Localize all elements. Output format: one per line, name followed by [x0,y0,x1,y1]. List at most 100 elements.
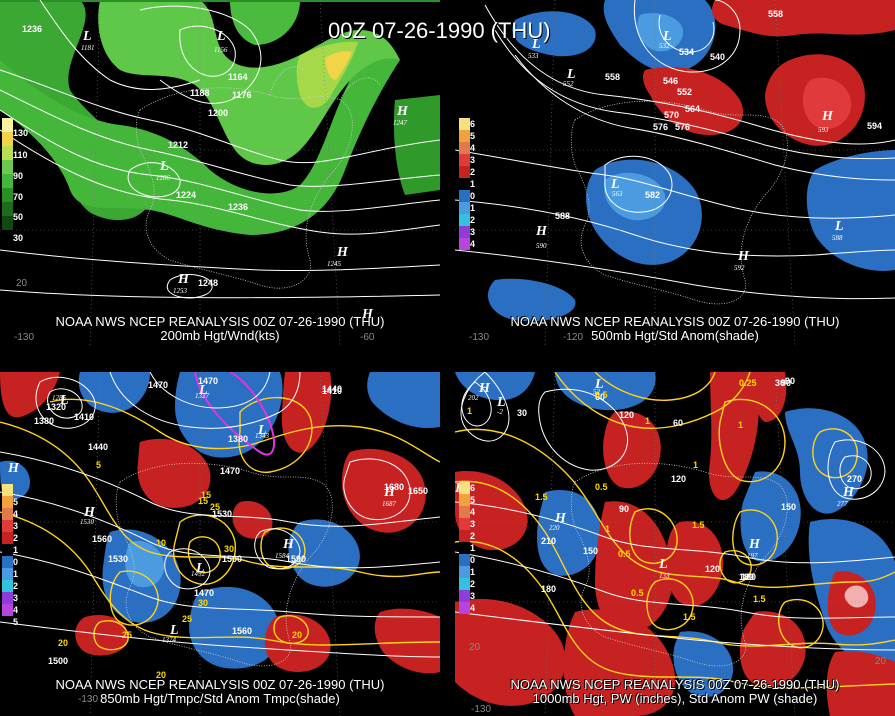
svg-text:52: 52 [593,388,601,396]
svg-text:1560: 1560 [232,626,252,636]
svg-text:30: 30 [775,378,785,388]
svg-text:L: L [594,377,604,392]
svg-text:1380: 1380 [34,416,54,426]
svg-text:133: 133 [659,572,670,580]
contour-label: 1200 [208,108,228,118]
svg-text:-130: -130 [14,332,34,343]
map-1000mb: 30 60 90 120 150 180 210 30 60 120 180 9… [455,372,895,716]
svg-text:1500: 1500 [48,656,68,666]
svg-text:L: L [216,29,226,44]
svg-text:1: 1 [738,420,743,430]
svg-text:H: H [282,537,295,552]
lat-lon-grid [0,372,440,716]
svg-text:220: 220 [549,524,560,532]
svg-text:1380: 1380 [228,434,248,444]
svg-text:1590: 1590 [286,554,306,564]
svg-text:20: 20 [469,642,481,653]
svg-text:90: 90 [619,504,629,514]
legend-anomaly [459,118,470,250]
svg-text:277: 277 [837,500,848,508]
svg-text:H: H [535,224,548,239]
svg-text:H: H [748,537,761,552]
height-contours [0,372,440,658]
svg-text:558: 558 [768,9,783,19]
contour-label: 1224 [176,190,196,200]
legend-label: 30 [13,233,24,243]
svg-text:1687: 1687 [382,500,397,508]
svg-text:60: 60 [673,418,683,428]
svg-text:1247: 1247 [393,119,408,127]
svg-text:H: H [396,104,409,119]
svg-text:20: 20 [292,630,302,640]
svg-text:546: 546 [663,76,678,86]
svg-text:1584: 1584 [275,552,290,560]
contour-label: 1236 [22,24,42,34]
svg-text:L: L [82,29,92,44]
svg-text:576: 576 [675,122,690,132]
svg-text:0.25: 0.25 [739,378,757,388]
contour-label: 1188 [190,88,210,98]
svg-text:L: L [195,561,205,576]
contour-labels: 558 534 540 546 552 564 570 576 582 588 … [555,9,882,221]
contour-label: 1248 [198,278,218,288]
svg-text:-60: -60 [360,332,375,343]
svg-text:H: H [842,485,855,500]
height-contours [0,0,440,299]
anomaly-shading [455,372,895,716]
panel-1000mb: 30 60 90 120 150 180 210 30 60 120 180 9… [455,372,895,716]
svg-text:570: 570 [664,110,679,120]
height-contours [455,0,895,300]
map-200mb: 1236 1164 1188 1176 1200 1212 1224 1236 … [0,0,440,345]
panel-caption-1000mb: NOAA NWS NCEP REANALYSIS 00Z 07-26-1990 … [510,677,840,706]
svg-text:180: 180 [739,572,754,582]
svg-text:1530: 1530 [80,518,95,526]
svg-text:552: 552 [563,80,574,88]
svg-text:L: L [610,177,620,192]
svg-text:588: 588 [832,234,843,242]
svg-text:594: 594 [867,121,882,131]
legend-temp-anomaly [2,484,13,616]
map-850mb: 1320 1380 1410 1440 1470 1470 1380 1410 … [0,372,440,716]
svg-text:558: 558 [605,72,620,82]
svg-text:552: 552 [677,87,692,97]
svg-text:1492: 1492 [191,570,206,578]
svg-text:1.5: 1.5 [692,520,705,530]
svg-text:90: 90 [781,378,791,388]
contour-label: 1236 [228,202,248,212]
panel-caption-200mb: NOAA NWS NCEP REANALYSIS 00Z 07-26-1990 … [55,314,385,343]
wind-speed-shading [0,0,440,235]
svg-text:0.5: 0.5 [595,390,608,400]
pw-labels: 1 0.5 1 1.5 0.5 1 1.5 0.5 1 1 1.5 0.5 0.… [467,378,766,622]
svg-text:1470: 1470 [198,376,218,386]
svg-text:30: 30 [198,598,208,608]
panel-200mb: 1236 1164 1188 1176 1200 1212 1224 1236 … [0,0,440,345]
map-500mb: 558 534 540 546 552 564 570 576 582 588 … [455,0,895,345]
svg-text:-130: -130 [471,704,491,715]
svg-text:576: 576 [653,122,668,132]
svg-text:210: 210 [541,536,556,546]
svg-text:L: L [198,383,208,398]
svg-text:1: 1 [693,460,698,470]
svg-text:0.5: 0.5 [631,588,644,598]
svg-text:30: 30 [517,408,527,418]
legend-wind [2,118,13,244]
svg-text:25: 25 [210,502,220,512]
svg-text:180: 180 [541,584,556,594]
svg-text:1470: 1470 [220,466,240,476]
svg-text:H: H [554,511,567,526]
lat-lon-grid [455,372,895,716]
svg-text:H: H [361,307,374,322]
svg-text:L: L [496,395,506,410]
svg-text:1320: 1320 [46,402,66,412]
svg-text:1410: 1410 [322,386,342,396]
contour-label: 1176 [232,90,252,100]
svg-text:150: 150 [583,546,598,556]
svg-text:592: 592 [734,264,745,272]
contour-labels: 1320 1380 1410 1440 1470 1470 1380 1410 … [34,376,428,666]
legend-label: 90 [13,171,24,181]
svg-text:564: 564 [685,104,700,114]
svg-text:1156: 1156 [214,46,228,54]
svg-text:120: 120 [671,474,686,484]
